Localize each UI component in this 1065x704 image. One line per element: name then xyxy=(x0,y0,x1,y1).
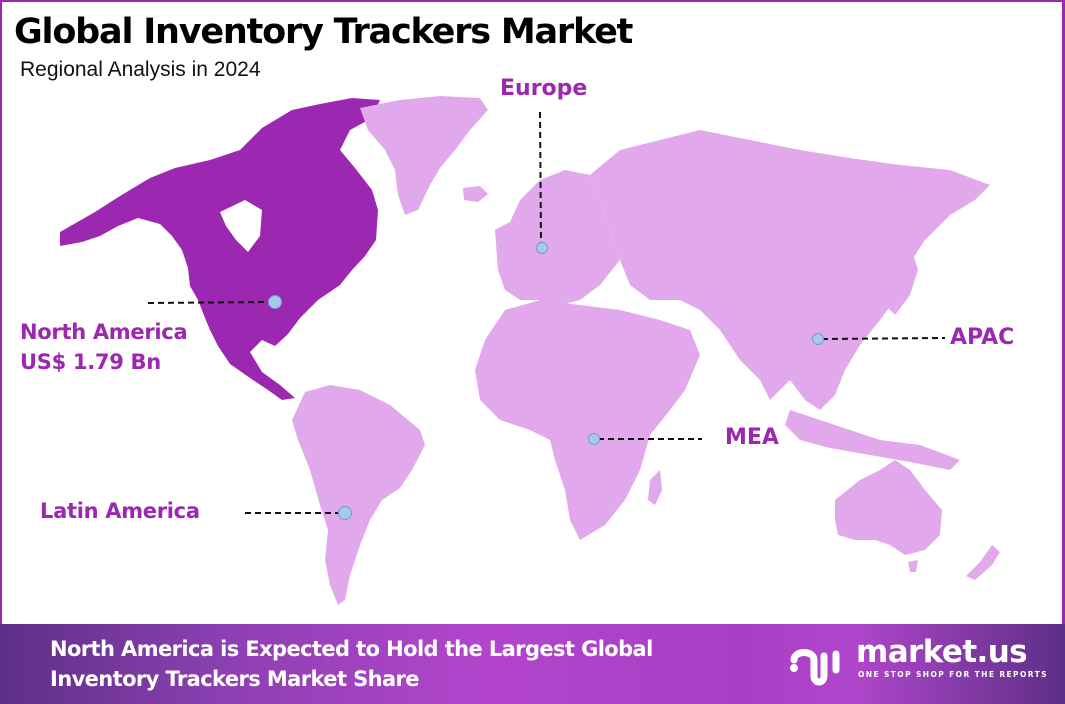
footer-headline-line1: North America is Expected to Hold the La… xyxy=(50,637,653,661)
value-north-america: US$ 1.79 Bn xyxy=(20,350,161,374)
tasmania-shape xyxy=(908,560,918,572)
label-latin-america: Latin America xyxy=(40,499,200,523)
page-title: Global Inventory Trackers Market xyxy=(14,12,633,52)
region-europe-shape xyxy=(495,170,620,305)
label-apac: APAC xyxy=(950,325,1015,350)
sea-islands-shape xyxy=(785,410,960,470)
footer-banner: North America is Expected to Hold the La… xyxy=(0,624,1065,704)
region-mea-shape xyxy=(475,300,700,540)
new-zealand-shape xyxy=(966,545,1000,580)
marker-mea xyxy=(588,433,600,445)
greenland-shape xyxy=(360,96,488,215)
page-subtitle: Regional Analysis in 2024 xyxy=(20,58,261,81)
label-europe: Europe xyxy=(500,76,588,101)
brand-logo: market.us ONE STOP SHOP FOR THE REPORTS xyxy=(788,634,1048,694)
marker-latin-america xyxy=(338,506,352,520)
world-map xyxy=(60,96,1000,605)
region-north-america-shape xyxy=(60,98,380,400)
region-latin-america-shape xyxy=(292,385,425,605)
brand-name: market.us xyxy=(856,634,1028,670)
footer-headline: North America is Expected to Hold the La… xyxy=(50,634,653,694)
marker-north-america xyxy=(268,295,282,309)
footer-headline-line2: Inventory Trackers Market Share xyxy=(50,667,420,691)
region-apac-shape xyxy=(590,130,990,410)
brand-tagline: ONE STOP SHOP FOR THE REPORTS xyxy=(858,670,1048,679)
leader-line-north-america xyxy=(147,301,271,304)
label-mea: MEA xyxy=(725,425,779,450)
madagascar-shape xyxy=(648,470,662,505)
label-north-america: North America xyxy=(20,320,188,344)
iceland-shape xyxy=(463,186,488,202)
australia-shape xyxy=(835,460,942,555)
marker-europe xyxy=(536,242,548,254)
market-us-logo-icon xyxy=(790,649,840,686)
leader-line-apac xyxy=(821,337,946,340)
leader-line-europe xyxy=(539,111,542,246)
japan-shape xyxy=(888,250,918,315)
marker-apac xyxy=(812,333,824,345)
